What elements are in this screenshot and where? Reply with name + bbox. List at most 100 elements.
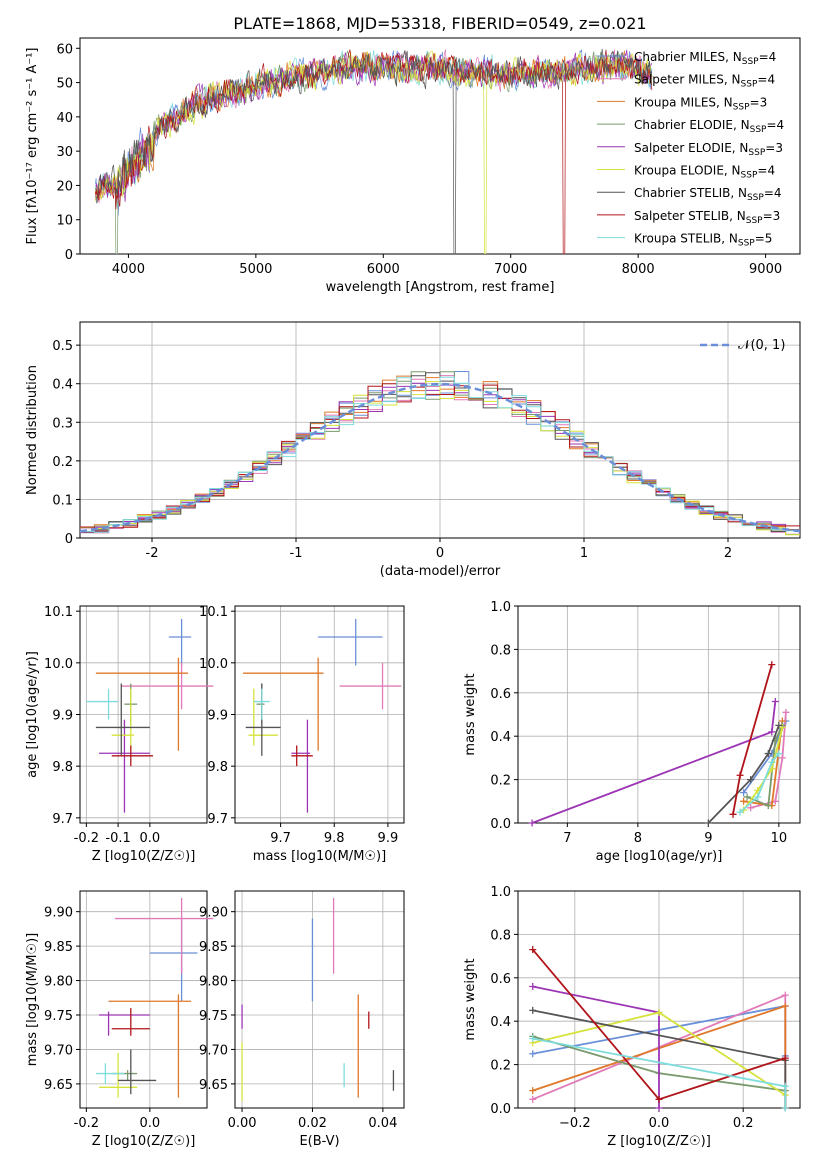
x-tick-label: 6000 (367, 262, 400, 277)
weight-marker (781, 991, 789, 999)
y-tick-label: 0.4 (52, 378, 73, 393)
x-tick-label: 5000 (239, 262, 272, 277)
y-tick-label: 0.2 (490, 774, 511, 789)
y-axis-label: age [log10(age/yr)] (25, 651, 40, 778)
y-tick-label: 9.65 (44, 1078, 73, 1093)
x-tick-label: 1 (580, 546, 588, 561)
legend-entry: Chabrier MILES, NSSP=4 (634, 50, 776, 67)
plot-layer: 4000 5000 6000 7000 8000 90000102030405060wav… (25, 37, 801, 1149)
y-tick-label: 0.0 (490, 817, 511, 832)
x-axis-label: E(B-V) (299, 1134, 339, 1149)
weight-marker (781, 1002, 789, 1010)
y-tick-label: 9.9 (207, 709, 228, 724)
x-axis-label: mass [log10(M/M☉)] (253, 849, 386, 864)
y-tick-label: 10.0 (44, 657, 73, 672)
x-tick-label: 9 (704, 831, 712, 846)
histogram-series (80, 381, 800, 536)
weight-line (531, 701, 777, 824)
x-tick-label: 7000 (494, 262, 527, 277)
y-tick-label: 0.0 (490, 1102, 511, 1117)
y-tick-label: 9.85 (44, 940, 73, 955)
y-tick-label: 0.3 (52, 416, 73, 431)
weight-marker (768, 728, 776, 736)
weight-line (746, 725, 784, 807)
weight-line (707, 725, 780, 824)
weight-marker (529, 982, 537, 990)
spectrum-line (94, 50, 653, 254)
y-tick-label: 0.8 (490, 928, 511, 943)
legend-entry: Kroupa STELIB, NSSP=5 (634, 232, 772, 249)
axes-frame (517, 605, 801, 824)
weight-marker (529, 1095, 537, 1103)
figure-title: PLATE=1868, MJD=53318, FIBERID=0549, z=0… (233, 14, 646, 33)
y-tick-label: 9.65 (199, 1078, 228, 1093)
x-tick-label: 0.00 (228, 1116, 257, 1131)
legend-entry: Chabrier ELODIE, NSSP=4 (634, 118, 784, 135)
y-tick-label: 0 (65, 248, 73, 263)
y-tick-label: 10 (56, 214, 73, 229)
weight-line (532, 985, 660, 1108)
weight-marker (704, 819, 712, 827)
y-tick-label: 0.6 (490, 972, 511, 987)
y-tick-label: 9.8 (52, 760, 73, 775)
y-tick-label: 9.90 (44, 906, 73, 921)
y-axis-label: Flux [fλ10⁻¹⁷ erg cm⁻² s⁻¹ A⁻¹] (25, 48, 40, 245)
x-tick-label: 0.0 (140, 1116, 161, 1131)
weight-marker (729, 810, 737, 818)
legend-entry: 𝒩(0, 1) (738, 338, 785, 353)
x-tick-label: 0 (436, 546, 444, 561)
x-tick-label: −0.2 (559, 1116, 591, 1131)
histogram-series (80, 383, 800, 532)
panel-age_vs_mass: 9.7 9.8 9.9 9.7 9.8 9.9 10.0 10.1 mass [log10(M/… (199, 605, 405, 864)
axes-frame (234, 890, 405, 1109)
y-tick-label: 0.8 (490, 643, 511, 658)
weight-marker (736, 808, 744, 816)
y-tick-label: 9.70 (44, 1043, 73, 1058)
y-tick-label: 0 (65, 532, 73, 547)
x-tick-label: 10 (771, 831, 788, 846)
weight-marker (747, 804, 755, 812)
x-axis-label: age [log10(age/yr)] (596, 849, 723, 864)
x-tick-label: 4000 (112, 262, 145, 277)
y-tick-label: 9.70 (199, 1043, 228, 1058)
weight-marker (775, 721, 783, 729)
legend-entry: Chabrier STELIB, NSSP=4 (634, 186, 782, 203)
y-tick-label: 30 (56, 145, 73, 160)
axes-frame (79, 37, 801, 255)
weight-marker (754, 793, 762, 801)
x-tick-label: 8 (634, 831, 642, 846)
panel-weight_vs_age: 7 8 9 10 0.0 0.2 0.4 0.6 0.8 1.0 age [log10(age/yr… (463, 600, 801, 864)
x-tick-label: 2 (724, 546, 732, 561)
weight-marker (764, 802, 772, 810)
panel-age_vs_Z: -0.2 -0.1 0.0 9.7 9.8 9.9 10.0 10.1 Z [log10(Z/Z… (25, 605, 214, 864)
y-tick-label: 9.7 (207, 812, 228, 827)
x-axis-label: (data-model)/error (380, 564, 501, 579)
weight-marker (740, 797, 748, 805)
x-tick-label: -0.2 (74, 1116, 99, 1131)
x-tick-label: -1 (290, 546, 303, 561)
y-axis-label: mass [log10(M/M☉)] (25, 933, 40, 1066)
y-tick-label: 0.2 (52, 455, 73, 470)
x-tick-label: 0.02 (298, 1116, 327, 1131)
y-tick-label: 9.8 (207, 760, 228, 775)
weight-marker (655, 1104, 663, 1112)
weight-marker (529, 946, 537, 954)
x-tick-label: 0.04 (368, 1116, 397, 1131)
x-tick-label: 0.0 (140, 831, 161, 846)
y-tick-label: 20 (56, 179, 73, 194)
y-tick-label: 1.0 (490, 600, 511, 615)
weight-marker (736, 771, 744, 779)
y-tick-label: 9.75 (44, 1009, 73, 1024)
panel-spectrum: 4000 5000 6000 7000 8000 9000 0 10 20 30 40 50 60 wav… (25, 37, 801, 295)
panel-weight_vs_Z: −0.2 0.0 0.2 0.0 0.2 0.4 0.6 0.8 1.0 Z [log10(Z/Z… (463, 885, 801, 1149)
weight-marker (655, 1009, 663, 1017)
y-tick-label: 60 (56, 42, 73, 57)
weight-marker (529, 1050, 537, 1058)
axes-frame (79, 890, 208, 1109)
x-tick-label: -0.1 (105, 831, 130, 846)
y-tick-label: 9.90 (199, 906, 228, 921)
legend-entry: Salpeter ELODIE, NSSP=3 (634, 141, 783, 158)
weight-marker (740, 789, 748, 797)
x-tick-label: 9000 (749, 262, 782, 277)
